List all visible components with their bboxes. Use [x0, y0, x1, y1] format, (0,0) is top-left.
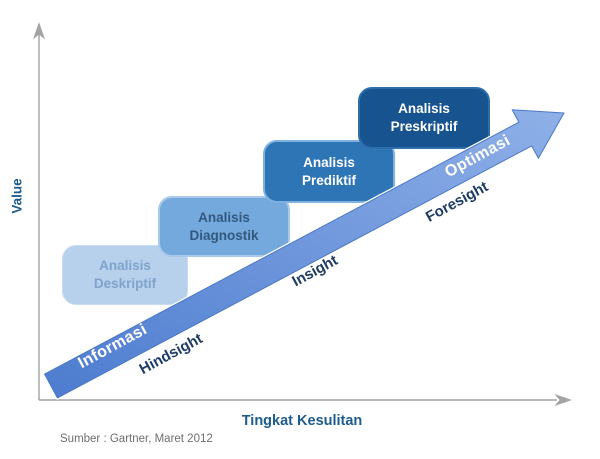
box-analisis-diagnostik-label: Analisis Diagnostik: [189, 209, 259, 243]
maturity-arrow-body: [44, 109, 565, 399]
x-axis-label: Tingkat Kesulitan: [241, 413, 363, 429]
x-axis-arrowhead-icon: [554, 394, 572, 406]
box-analisis-preskriptif-label: Analisis Preskriptif: [390, 101, 458, 134]
source-note: Sumber : Gartner, Maret 2012: [60, 433, 213, 445]
box-analisis-diagnostik: Analisis Diagnostik: [158, 196, 290, 257]
box-analisis-prediktif-label: Analisis Prediktif: [301, 154, 356, 188]
box-analisis-prediktif: Analisis Prediktif: [263, 140, 395, 203]
box-analisis-preskriptif: Analisis Preskriptif: [358, 87, 490, 149]
y-axis-arrowhead-icon: [33, 22, 45, 40]
y-axis-label: Value: [9, 178, 25, 214]
box-analisis-deskriptif-label: Analisis Deskriptif: [93, 258, 157, 291]
